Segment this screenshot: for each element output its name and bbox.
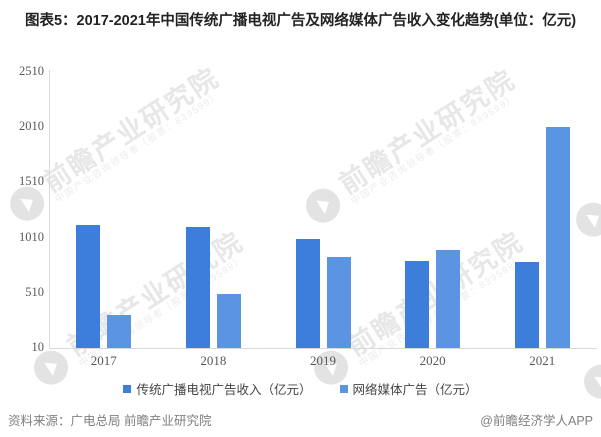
bar-network-2020 [436,250,461,348]
x-axis-line [49,348,597,349]
legend-item-traditional: 传统广播电视广告收入（亿元） [123,379,312,398]
x-tick-label-2021: 2021 [529,353,556,368]
y-tick-label-2010: 2010 [19,119,44,134]
page-title: 图表5：2017-2021年中国传统广播电视广告及网络媒体广告收入变化趋势(单位… [24,13,577,29]
bar-network-2017 [107,315,132,348]
x-tick-label-2018: 2018 [200,353,227,368]
bar-traditional-2017 [76,225,101,348]
bar-traditional-2019 [295,238,320,348]
legend: 传统广播电视广告收入（亿元） 网络媒体广告（亿元） [0,379,601,398]
brand-credit: @前瞻经济学人APP [480,414,593,428]
legend-swatch-network-icon [339,384,348,393]
bar-traditional-2018 [185,226,210,348]
y-tick-label-510: 510 [25,284,44,299]
y-tick-label-10: 10 [31,340,45,354]
x-tick-label-2019: 2019 [310,353,336,368]
bar-network-2021 [545,127,570,348]
bar-traditional-2020 [405,260,430,348]
y-tick-label-1510: 1510 [19,174,44,189]
legend-label-network: 网络媒体广告（亿元） [352,383,478,397]
bar-network-2018 [216,294,241,348]
y-axis-line [49,70,50,348]
bar-traditional-2021 [514,261,539,348]
source-note: 资料来源：广电总局 前瞻产业研究院 [8,414,212,428]
y-tick-label-1010: 1010 [19,229,44,244]
legend-label-traditional: 传统广播电视广告收入（亿元） [136,383,312,397]
legend-swatch-traditional-icon [123,384,132,393]
footer: 资料来源：广电总局 前瞻产业研究院 @前瞻经济学人APP [8,410,593,429]
x-tick-label-2020: 2020 [419,353,446,368]
x-tick-label-2017: 2017 [90,353,117,368]
legend-item-network: 网络媒体广告（亿元） [339,379,478,398]
y-tick-label-2510: 2510 [19,64,44,78]
bar-network-2019 [326,256,351,348]
